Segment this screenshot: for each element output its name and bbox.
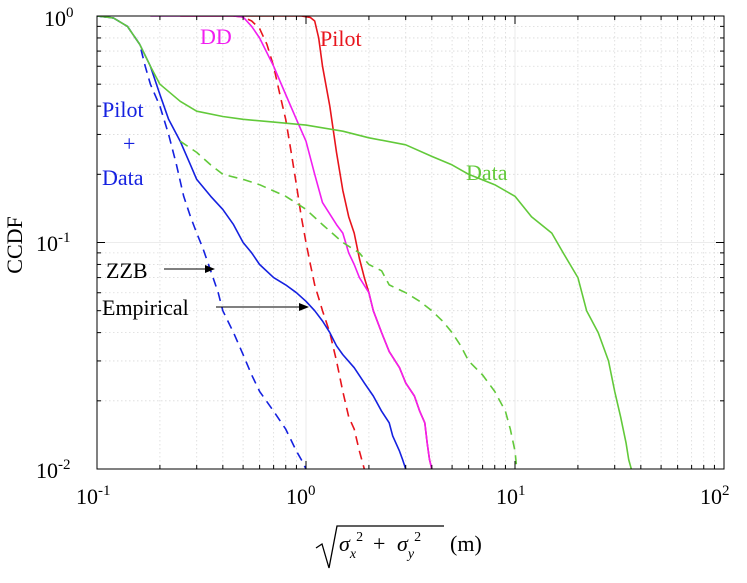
annotation-empirical: Empirical [102, 295, 189, 320]
y-tick-label: 10-1 [36, 230, 71, 256]
annotation-pilot: Pilot [320, 26, 362, 51]
svg-text:σy2: σy2 [397, 530, 421, 562]
grid-lines [97, 16, 724, 469]
annotation-zzb: ZZB [106, 258, 148, 283]
annotation-pilot-data-line3: Data [102, 165, 144, 190]
annotation-data: Data [466, 160, 508, 185]
series-line-dd-empirical [150, 16, 433, 469]
tick-marks [96, 16, 724, 470]
x-tick-label: 102 [700, 483, 730, 509]
svg-text:+: + [373, 531, 385, 556]
series-layer [97, 16, 633, 469]
sqrt-radical [315, 525, 444, 569]
annotation-pilot-data-line2: + [123, 131, 135, 156]
x-tick-label: 100 [286, 483, 316, 509]
svg-text:(m): (m) [450, 531, 482, 556]
y-tick-label: 10-2 [36, 457, 71, 483]
x-axis-title: σx2 + σy2 (m) [315, 525, 482, 569]
annotation-dd: DD [200, 24, 232, 49]
series-line-pilot-zzb [233, 16, 366, 469]
annotation-pilot-data-line1: Pilot [102, 97, 144, 122]
series-line-pilot-data-zzb [97, 16, 307, 469]
y-axis-title: CCDF [2, 216, 27, 273]
x-tick-label: 101 [496, 483, 526, 509]
y-tick-label: 100 [44, 5, 74, 31]
x-tick-label: 10-1 [76, 483, 111, 509]
series-line-data-zzb [179, 140, 518, 469]
svg-text:σx2: σx2 [339, 530, 363, 562]
series-line-pilot-data-empirical [97, 16, 407, 469]
series-line-data-empirical [97, 16, 633, 469]
